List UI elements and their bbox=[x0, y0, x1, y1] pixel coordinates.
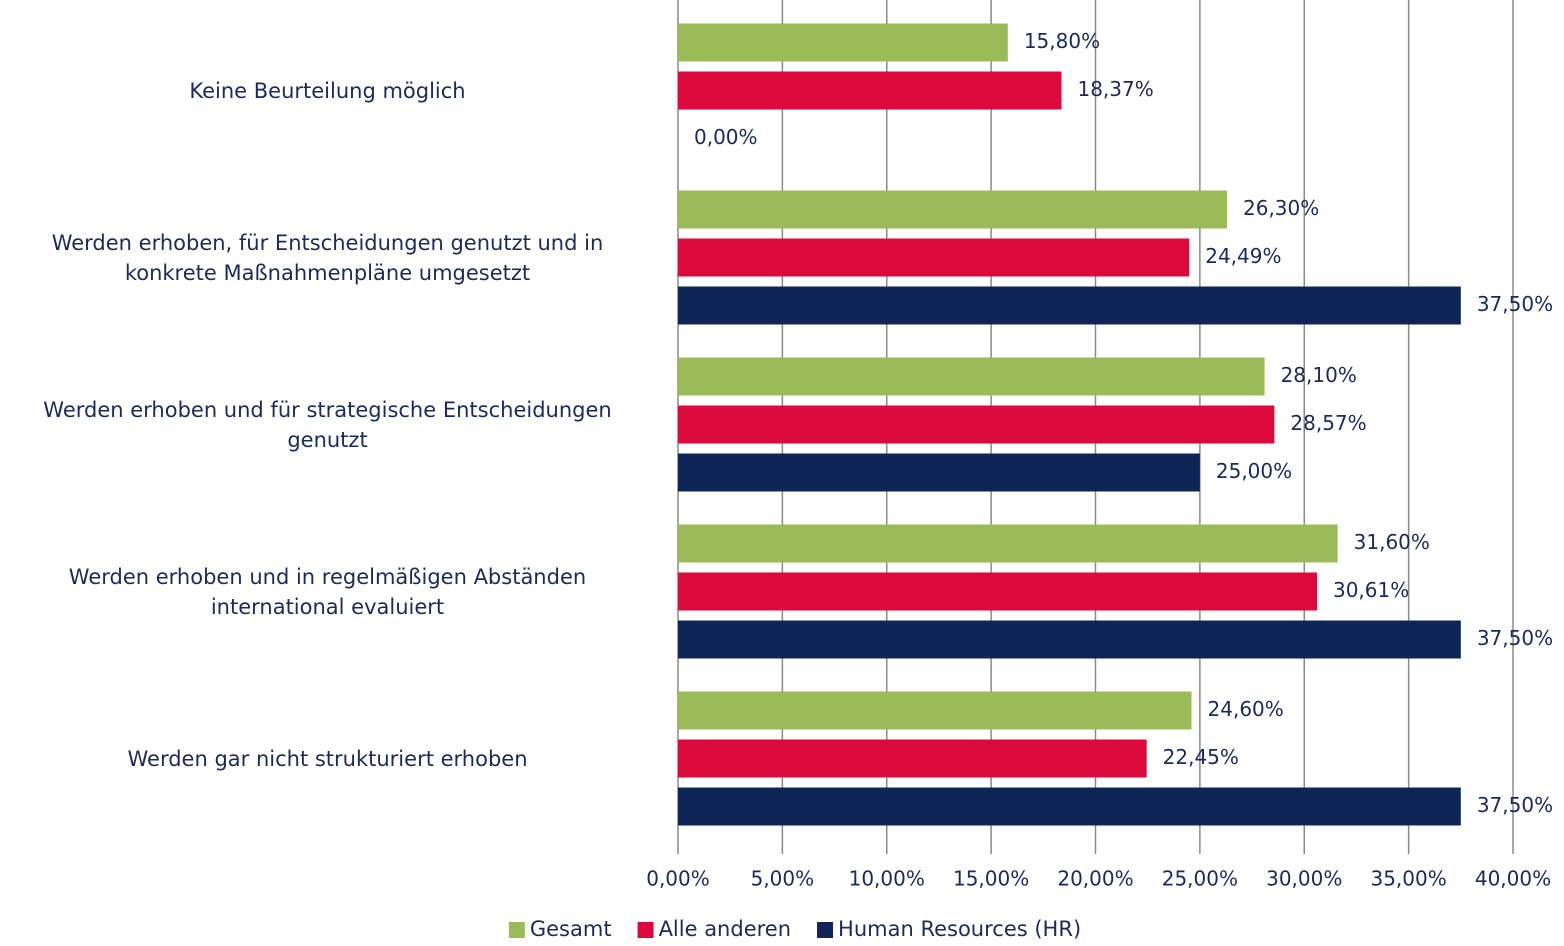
x-tick-label: 35,00% bbox=[1370, 867, 1446, 891]
data-label: 22,45% bbox=[1163, 745, 1239, 769]
legend-label: Human Resources (HR) bbox=[838, 917, 1081, 941]
y-tick-label: Werden gar nicht strukturiert erhoben bbox=[127, 746, 528, 771]
legend-swatch bbox=[508, 922, 525, 938]
bar bbox=[678, 71, 1062, 110]
bar bbox=[678, 190, 1228, 229]
y-tick-label: Werden erhoben und für strategische Ents… bbox=[43, 397, 612, 452]
bar bbox=[678, 23, 1008, 62]
bar bbox=[678, 357, 1265, 396]
data-label: 37,50% bbox=[1477, 626, 1553, 650]
data-label: 24,49% bbox=[1205, 244, 1281, 268]
data-label: 24,60% bbox=[1208, 697, 1284, 721]
data-label: 37,50% bbox=[1477, 793, 1553, 817]
x-tick-label: 20,00% bbox=[1057, 867, 1133, 891]
y-tick-label: Keine Beurteilung möglich bbox=[189, 78, 466, 103]
bar bbox=[678, 524, 1338, 563]
bar bbox=[678, 286, 1461, 325]
data-label: 28,57% bbox=[1290, 411, 1366, 435]
bar bbox=[678, 238, 1190, 277]
data-label: 28,10% bbox=[1281, 363, 1357, 387]
x-tick-label: 15,00% bbox=[953, 867, 1029, 891]
x-tick-label: 30,00% bbox=[1266, 867, 1342, 891]
bar bbox=[678, 691, 1192, 730]
data-label: 31,60% bbox=[1354, 530, 1430, 554]
y-tick-label: Werden erhoben und in regelmäßigen Abstä… bbox=[68, 564, 587, 619]
data-label: 30,61% bbox=[1333, 578, 1409, 602]
legend-label: Alle anderen bbox=[659, 917, 791, 941]
data-label: 0,00% bbox=[694, 125, 758, 149]
bar bbox=[678, 405, 1275, 444]
data-label: 15,80% bbox=[1024, 29, 1100, 53]
bar bbox=[678, 787, 1461, 826]
data-label: 26,30% bbox=[1243, 196, 1319, 220]
legend-label: Gesamt bbox=[530, 917, 612, 941]
legend-swatch bbox=[817, 922, 834, 938]
data-label: 37,50% bbox=[1477, 292, 1553, 316]
data-label: 25,00% bbox=[1216, 459, 1292, 483]
x-tick-label: 25,00% bbox=[1162, 867, 1238, 891]
data-label: 18,37% bbox=[1077, 77, 1153, 101]
x-tick-label: 0,00% bbox=[646, 867, 710, 891]
bar bbox=[678, 572, 1317, 611]
bar bbox=[678, 453, 1200, 492]
x-tick-label: 10,00% bbox=[849, 867, 925, 891]
bar bbox=[678, 620, 1461, 659]
x-tick-label: 40,00% bbox=[1475, 867, 1551, 891]
legend-swatch bbox=[637, 922, 654, 938]
y-tick-label: Werden erhoben, für Entscheidungen genut… bbox=[51, 230, 604, 285]
bar bbox=[678, 739, 1147, 778]
x-tick-label: 5,00% bbox=[751, 867, 815, 891]
